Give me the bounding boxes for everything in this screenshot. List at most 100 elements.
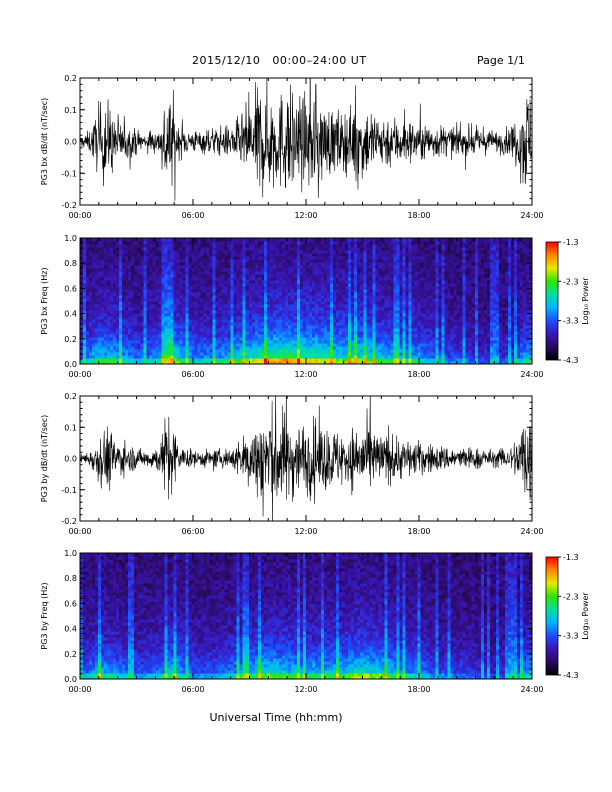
spectrogram-cell: [275, 289, 280, 293]
spectrogram-cell: [363, 247, 367, 251]
spectrogram-cell: [179, 346, 183, 350]
spectrogram-cell: [146, 349, 150, 353]
spectrogram-cell: [336, 280, 340, 284]
spectrogram-cell: [257, 361, 262, 365]
spectrogram-cell: [290, 244, 295, 248]
spectrogram-cell: [236, 247, 241, 251]
spectrogram-cell: [185, 307, 189, 311]
spectrogram-cell: [80, 331, 84, 335]
spectrogram-cell: [327, 340, 331, 344]
spectrogram-cell: [378, 316, 382, 320]
spectrogram-cell: [405, 289, 409, 293]
spectrogram-cell: [339, 325, 343, 329]
spectrogram-cell: [408, 247, 412, 251]
spectrogram-cell: [116, 322, 120, 326]
spectrogram-cell: [155, 343, 159, 347]
spectrogram-cell: [290, 331, 295, 335]
spectrogram-cell: [396, 265, 400, 269]
spectrogram-cell: [158, 259, 162, 263]
spectrogram-cell: [110, 328, 114, 332]
spectrogram-cell: [227, 319, 232, 323]
spectrogram-cell: [137, 316, 141, 320]
spectrogram-cell: [375, 250, 379, 254]
spectrogram-cell: [206, 346, 210, 350]
spectrogram-cell: [173, 358, 177, 362]
spectrogram-cell: [402, 277, 406, 281]
spectrogram-cell: [302, 265, 307, 269]
spectrogram-cell: [218, 259, 223, 263]
spectrogram-cell: [408, 295, 412, 299]
spectrogram-cell: [227, 283, 232, 287]
spectrogram-cell: [254, 247, 259, 251]
spectrogram-cell: [299, 286, 304, 290]
spectrogram-cell: [179, 355, 183, 359]
spectrogram-cell: [399, 352, 403, 356]
spectrogram-cell: [191, 256, 195, 260]
spectrogram-cell: [390, 247, 394, 251]
spectrogram-cell: [260, 361, 265, 365]
spectrogram-cell: [315, 256, 319, 260]
spectrogram-cell: [306, 355, 310, 359]
spectrogram-cell: [281, 292, 286, 296]
spectrogram-cell: [339, 301, 343, 305]
spectrogram-cell: [384, 244, 388, 248]
spectrogram-cell: [405, 349, 409, 353]
spectrogram-cell: [119, 316, 123, 320]
spectrogram-cell: [312, 304, 316, 308]
spectrogram-cell: [290, 322, 295, 326]
spectrogram-cell: [149, 286, 153, 290]
spectrogram-cell: [287, 328, 292, 332]
spectrogram-cell: [224, 301, 229, 305]
spectrogram-cell: [95, 262, 99, 266]
spectrogram-cell: [342, 271, 346, 275]
spectrogram-cell: [411, 361, 415, 365]
spectrogram-cell: [248, 277, 253, 281]
spectrogram-cell: [387, 289, 391, 293]
spectrogram-cell: [80, 301, 84, 305]
spectrogram-cell: [134, 325, 138, 329]
spectrogram-cell: [212, 328, 216, 332]
spectrogram-cell: [149, 274, 153, 278]
spectrogram-cell: [92, 277, 96, 281]
spectrogram-cell: [245, 334, 250, 338]
spectrogram-cell: [336, 265, 340, 269]
spectrogram-cell: [245, 292, 250, 296]
spectrogram-cell: [227, 244, 232, 248]
spectrogram-cell: [257, 292, 262, 296]
spectrogram-cell: [116, 331, 120, 335]
spectrogram-cell: [185, 280, 189, 284]
spectrogram-cell: [330, 337, 334, 341]
spectrogram-cell: [128, 298, 132, 302]
spectrogram-cell: [363, 295, 367, 299]
spectrogram-cell: [281, 241, 286, 245]
spectrogram-cell: [312, 283, 316, 287]
spectrogram-cell: [140, 334, 144, 338]
spectrogram-cell: [185, 322, 189, 326]
spectrogram-cell: [242, 256, 247, 260]
spectrogram-cell: [209, 301, 213, 305]
spectrogram-cell: [423, 283, 427, 287]
spectrogram-cell: [375, 316, 379, 320]
spectrogram-cell: [155, 238, 159, 242]
spectrogram-cell: [318, 325, 322, 329]
spectrogram-cell: [393, 361, 397, 365]
spectrogram-cell: [315, 361, 319, 365]
spectrogram-cell: [360, 271, 364, 275]
spectrogram-cell: [402, 316, 406, 320]
spectrogram-cell: [375, 262, 379, 266]
spectrogram-cell: [408, 292, 412, 296]
spectrogram-cell: [248, 250, 253, 254]
spectrogram-cell: [194, 316, 198, 320]
spectrogram-cell: [203, 268, 207, 272]
spectrogram-cell: [275, 298, 280, 302]
spectrogram-cell: [233, 280, 238, 284]
spectrogram-cell: [402, 322, 406, 326]
spectrogram-cell: [239, 244, 244, 248]
spectrogram-cell: [104, 331, 108, 335]
spectrogram-cell: [348, 241, 352, 245]
spectrogram-cell: [269, 346, 274, 350]
spectrogram-cell: [182, 238, 186, 242]
spectrogram-cell: [83, 331, 87, 335]
spectrogram-cell: [348, 253, 352, 257]
spectrogram-cell: [369, 304, 373, 308]
